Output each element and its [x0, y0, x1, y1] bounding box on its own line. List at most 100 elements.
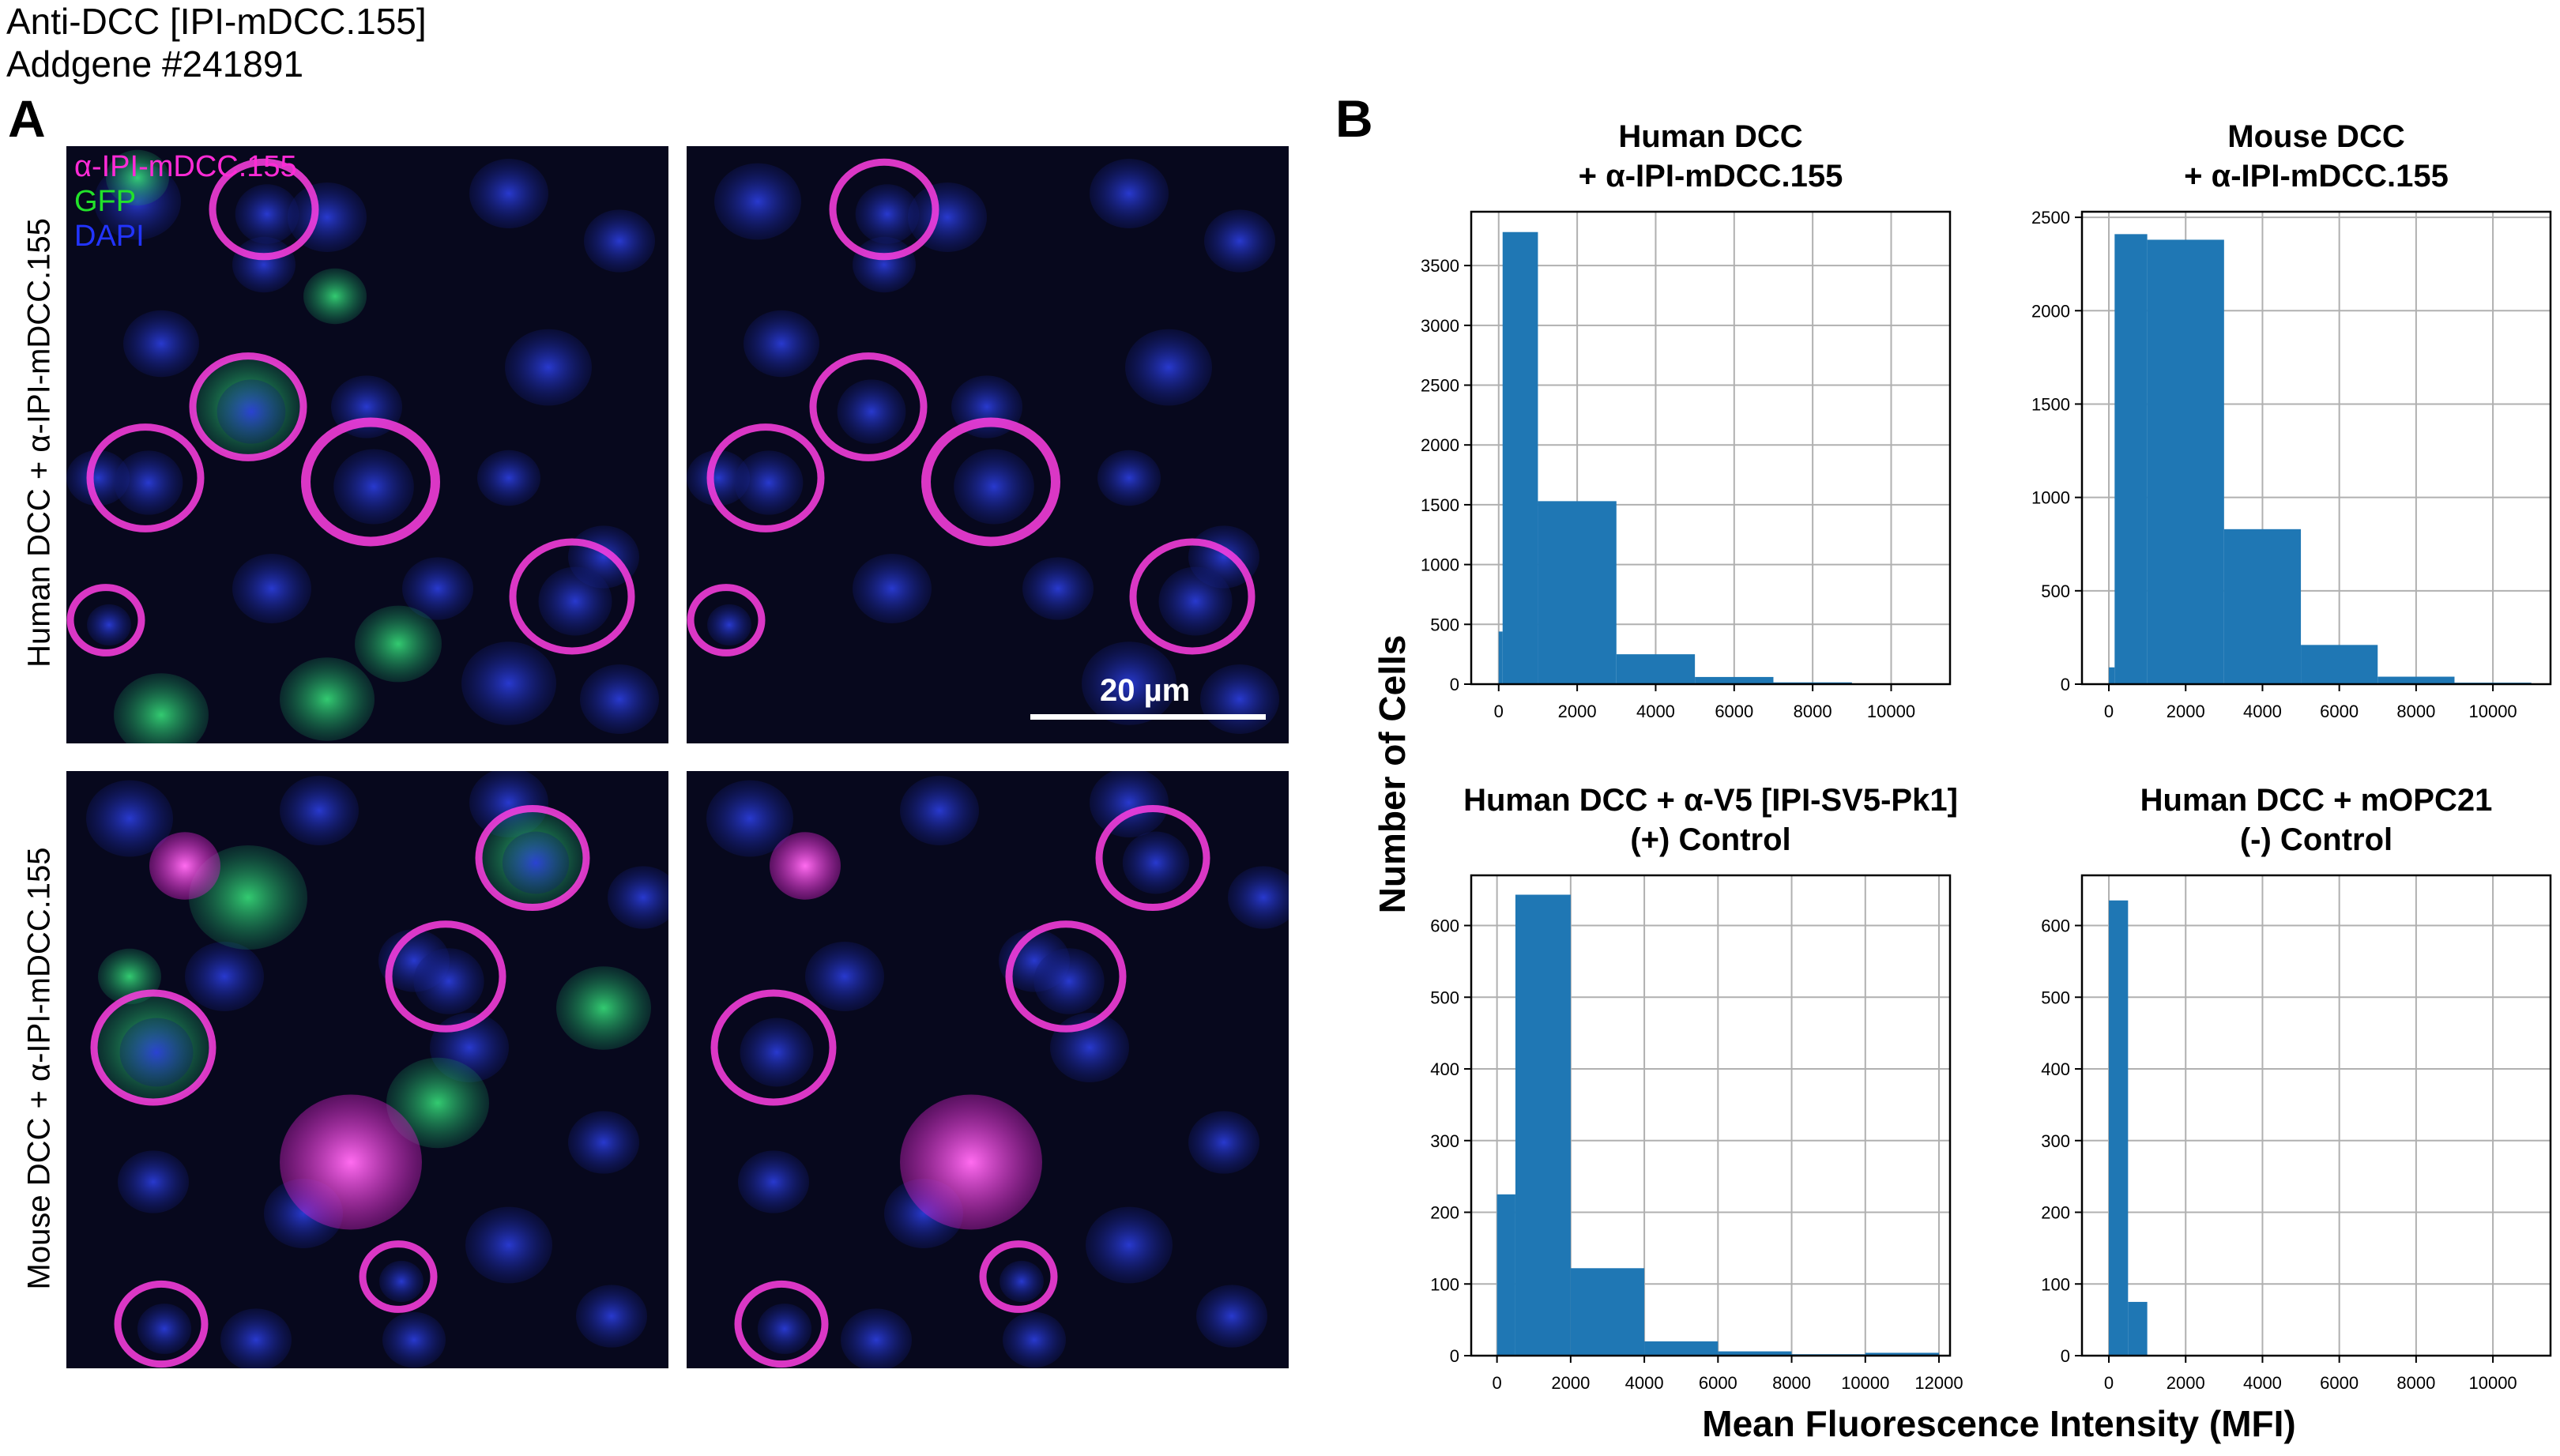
- histogram-bar: [1515, 894, 1571, 1356]
- cell-nucleus: [855, 184, 920, 244]
- panel-a-letter: A: [8, 89, 46, 148]
- x-axis-label: Mean Fluorescence Intensity (MFI): [1702, 1403, 2296, 1444]
- y-tick-label: 500: [1430, 988, 1459, 1007]
- cell-nucleus: [576, 1285, 647, 1348]
- cell-nucleus: [1204, 209, 1275, 273]
- cell-nucleus: [734, 450, 804, 515]
- cell-membrane: [359, 1240, 438, 1313]
- y-tick-label: 0: [2061, 1346, 2070, 1366]
- cell-nucleus: [556, 966, 651, 1050]
- cell-nucleus: [954, 449, 1034, 525]
- cell-nucleus: [86, 780, 173, 857]
- chart-title-line: Mouse DCC: [2227, 119, 2404, 154]
- x-tick-label: 2000: [1558, 702, 1597, 721]
- cell-nucleus: [477, 450, 540, 506]
- cell-nucleus: [469, 159, 548, 228]
- y-tick-label: 3000: [1421, 316, 1459, 336]
- micrograph-mouse-merged: [66, 771, 668, 1368]
- micrograph-cells: [86, 771, 668, 1368]
- cell-nucleus: [502, 831, 570, 894]
- cell-nucleus: [280, 657, 375, 741]
- y-tick-label: 500: [2041, 581, 2070, 601]
- x-tick-label: 8000: [1794, 702, 1832, 721]
- addgene-id: Addgene #241891: [6, 43, 304, 85]
- cell-membrane: [114, 1280, 209, 1368]
- x-tick-label: 8000: [1772, 1373, 1811, 1393]
- x-tick-label: 2000: [2167, 1373, 2205, 1393]
- histogram-bar: [1865, 1353, 1940, 1356]
- cell-nucleus: [379, 1260, 424, 1303]
- cell-nucleus: [1188, 1111, 1259, 1174]
- y-tick-label: 2500: [2031, 208, 2070, 228]
- cell-nucleus: [461, 641, 556, 725]
- x-tick-label: 8000: [2396, 702, 2435, 721]
- histogram-bar: [2223, 529, 2302, 684]
- y-tick-label: 200: [2041, 1203, 2070, 1223]
- cell-membrane: [979, 1240, 1058, 1313]
- x-tick-label: 10000: [2468, 1373, 2517, 1393]
- cell-membrane: [475, 804, 590, 912]
- cell-nucleus: [465, 1206, 552, 1284]
- y-tick-label: 1500: [1421, 495, 1459, 515]
- cell-nucleus: [106, 149, 169, 206]
- cell-membrane: [1095, 804, 1210, 912]
- cell-bright-magenta: [770, 832, 841, 900]
- chart-title-line: (+) Control: [1630, 822, 1790, 857]
- y-tick-label: 100: [1430, 1274, 1459, 1294]
- cell-membrane: [66, 584, 145, 657]
- cell-membrane: [734, 1280, 829, 1368]
- cell-nucleus: [386, 1057, 489, 1149]
- x-tick-label: 6000: [1699, 1373, 1737, 1393]
- y-tick-label: 3500: [1421, 256, 1459, 276]
- cell-bright-magenta: [149, 832, 220, 900]
- cell-nucleus: [580, 664, 659, 734]
- cell-nucleus: [235, 184, 299, 244]
- x-tick-label: 10000: [1841, 1373, 1889, 1393]
- cell-nucleus: [333, 449, 414, 525]
- cell-membrane: [687, 584, 766, 657]
- x-tick-label: 6000: [2320, 1373, 2359, 1393]
- x-tick-label: 0: [2104, 1373, 2114, 1393]
- cell-nucleus: [355, 605, 442, 683]
- cell-nucleus: [216, 379, 286, 444]
- histogram-bar: [2128, 1301, 2148, 1356]
- cell-nucleus: [123, 310, 199, 378]
- cell-nucleus: [1086, 1206, 1173, 1284]
- histogram-bar: [2377, 676, 2455, 684]
- micrograph-cells: [687, 158, 1279, 734]
- micrograph-cells: [66, 149, 659, 743]
- y-tick-label: 600: [1430, 916, 1459, 936]
- cell-nucleus: [837, 379, 906, 444]
- legend-dapi-label: DAPI: [74, 220, 145, 253]
- cell-nucleus: [303, 268, 367, 325]
- micrograph-cells: [706, 771, 1289, 1368]
- chart-title-line: (-) Control: [2240, 822, 2392, 857]
- cell-nucleus: [738, 1150, 809, 1213]
- cell-nucleus: [220, 1308, 292, 1368]
- micrograph-mouse-magenta: [687, 771, 1289, 1368]
- histogram-bar: [2109, 667, 2115, 684]
- cell-nucleus: [805, 942, 884, 1011]
- cell-nucleus: [1090, 771, 1169, 837]
- cell-nucleus: [66, 450, 130, 506]
- histogram-bar: [1496, 1194, 1515, 1356]
- x-tick-label: 0: [2104, 702, 2114, 721]
- cell-membrane: [809, 352, 928, 461]
- cell-nucleus: [1082, 641, 1176, 725]
- x-tick-label: 2000: [2167, 702, 2205, 721]
- y-tick-label: 0: [1450, 1346, 1459, 1366]
- histogram-bar: [1718, 1351, 1792, 1356]
- cell-membrane: [710, 989, 837, 1106]
- y-tick-label: 500: [2041, 988, 2070, 1007]
- cell-nucleus: [1097, 450, 1161, 506]
- micrograph-human-magenta: [687, 146, 1289, 743]
- cell-nucleus: [185, 942, 264, 1011]
- legend-gfp-label: GFP: [74, 185, 137, 218]
- x-tick-label: 4000: [1625, 1373, 1664, 1393]
- plot-frame: [2080, 874, 2552, 1357]
- cell-nucleus: [413, 948, 484, 1014]
- x-tick-label: 6000: [2320, 702, 2359, 721]
- cell-nucleus: [114, 673, 209, 743]
- cell-membrane: [86, 423, 205, 532]
- scale-bar: [1030, 714, 1266, 720]
